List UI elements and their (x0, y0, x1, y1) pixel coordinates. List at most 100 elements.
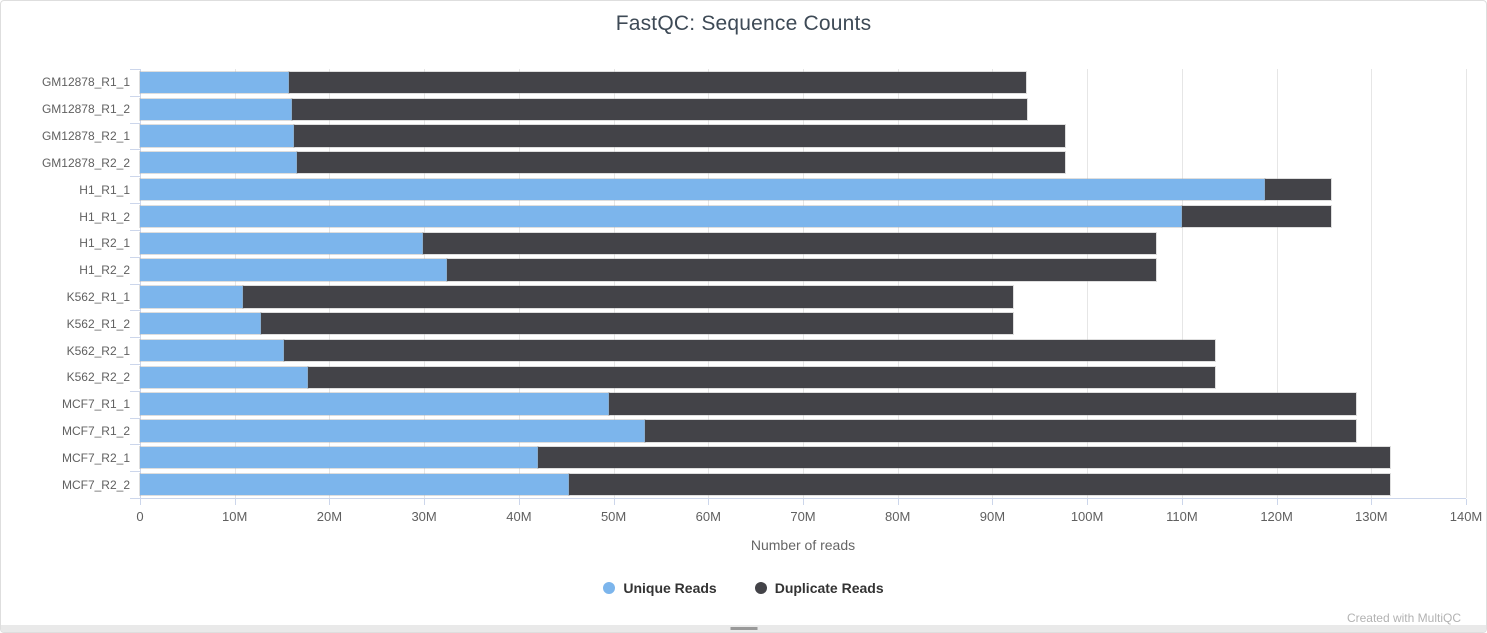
x-tick-label: 100M (1070, 509, 1104, 524)
plot-resize-strip[interactable] (1, 625, 1486, 632)
gridline-140M (1466, 69, 1467, 498)
bar-segment-unique-reads-H1_R1_1[interactable] (140, 178, 1266, 201)
bar-segment-duplicate-reads-H1_R2_1[interactable] (423, 232, 1157, 254)
y-tick-mark (130, 498, 140, 499)
gridline-10M (234, 69, 236, 498)
x-tick-mark (1466, 499, 1467, 505)
bar-segment-duplicate-reads-H1_R1_2[interactable] (1181, 205, 1332, 228)
bar-segment-unique-reads-GM12878_R1_1[interactable] (140, 71, 289, 94)
y-tick-mark (130, 310, 140, 312)
x-tick-label: 130M (1355, 509, 1388, 524)
x-tick-mark (1276, 499, 1278, 505)
bar-segment-unique-reads-GM12878_R1_2[interactable] (140, 98, 292, 120)
bar-segment-unique-reads-MCF7_R1_1[interactable] (140, 393, 609, 415)
y-tick-mark (130, 390, 140, 392)
y-tick-mark (130, 363, 140, 365)
x-tick-mark (1087, 499, 1089, 505)
bar-segment-duplicate-reads-K562_R2_1[interactable] (284, 339, 1215, 362)
bar-segment-duplicate-reads-K562_R1_1[interactable] (243, 286, 1014, 308)
y-category-label: H1_R1_2 (79, 209, 130, 224)
y-category-label: GM12878_R2_2 (41, 155, 130, 170)
bar-segment-duplicate-reads-MCF7_R2_2[interactable] (569, 473, 1391, 496)
y-tick-mark (130, 417, 140, 419)
x-tick-label: 30M (411, 509, 437, 524)
x-tick-mark (329, 499, 331, 505)
gridline-60M (708, 69, 710, 498)
gridline-50M (613, 69, 615, 498)
bar-segment-duplicate-reads-MCF7_R2_1[interactable] (537, 447, 1391, 469)
y-category-label: GM12878_R2_1 (41, 129, 130, 143)
x-tick-label: 40M (506, 509, 532, 524)
x-tick-label: 110M (1166, 509, 1198, 524)
x-tick-label: 10M (222, 509, 248, 524)
x-tick-label: 20M (316, 509, 343, 524)
bar-segment-unique-reads-H1_R2_2[interactable] (140, 259, 447, 281)
bar-segment-duplicate-reads-GM12878_R1_2[interactable] (291, 98, 1027, 120)
chart-title: FastQC: Sequence Counts (615, 12, 872, 35)
y-tick-mark (130, 69, 140, 70)
x-tick-label: 120M (1260, 509, 1293, 524)
bar-segment-unique-reads-MCF7_R2_2[interactable] (140, 473, 570, 496)
bar-segment-unique-reads-K562_R2_2[interactable] (140, 366, 308, 388)
y-tick-mark (130, 256, 140, 258)
x-tick-label: 90M (979, 509, 1006, 524)
x-tick-label: 70M (790, 509, 816, 524)
y-category-label: H1_R1_1 (79, 182, 130, 197)
bar-segment-unique-reads-K562_R2_1[interactable] (140, 339, 284, 362)
legend-item-unique-reads[interactable]: Unique Reads (603, 580, 717, 596)
legend-marker-icon (603, 582, 616, 594)
bar-segment-duplicate-reads-MCF7_R1_2[interactable] (644, 420, 1357, 442)
x-tick-mark (424, 499, 426, 505)
bar-segment-unique-reads-GM12878_R2_2[interactable] (140, 152, 298, 174)
x-tick-label: 140M (1449, 509, 1483, 524)
bar-segment-duplicate-reads-GM12878_R1_1[interactable] (288, 71, 1027, 94)
y-category-label: MCF7_R1_1 (61, 397, 130, 412)
multiqc-credit: Created with MultiQC (1346, 611, 1461, 625)
x-tick-mark (992, 499, 994, 505)
y-category-label: MCF7_R2_2 (61, 477, 130, 492)
legend-marker-icon (754, 582, 767, 594)
gridline-30M (424, 69, 426, 498)
bar-segment-unique-reads-K562_R1_2[interactable] (140, 313, 262, 335)
gridline-100M (1087, 69, 1089, 498)
gridline-20M (329, 69, 331, 498)
x-tick-mark (803, 499, 804, 505)
gridline-90M (992, 69, 994, 498)
y-category-label: MCF7_R2_1 (61, 450, 130, 465)
plot-resize-handle-icon (730, 627, 757, 630)
bar-segment-unique-reads-H1_R2_1[interactable] (140, 232, 424, 254)
legend-label: Unique Reads (623, 580, 717, 596)
y-tick-mark (130, 122, 140, 124)
bar-segment-duplicate-reads-GM12878_R2_2[interactable] (297, 152, 1066, 174)
bar-segment-unique-reads-MCF7_R2_1[interactable] (140, 447, 538, 469)
bar-segment-duplicate-reads-K562_R2_2[interactable] (307, 366, 1215, 388)
gridline-40M (518, 69, 520, 498)
bar-segment-duplicate-reads-GM12878_R2_1[interactable] (294, 125, 1066, 147)
gridline-80M (897, 69, 899, 498)
x-tick-label: 50M (600, 509, 627, 524)
y-tick-mark (130, 471, 140, 473)
y-tick-mark (130, 203, 140, 205)
bar-segment-duplicate-reads-H1_R1_1[interactable] (1265, 178, 1332, 201)
x-tick-mark (518, 499, 520, 505)
bar-segment-unique-reads-H1_R1_2[interactable] (140, 205, 1182, 228)
bar-segment-duplicate-reads-MCF7_R1_1[interactable] (608, 393, 1357, 415)
y-category-label: MCF7_R1_2 (61, 424, 130, 438)
legend-item-duplicate-reads[interactable]: Duplicate Reads (754, 580, 884, 596)
bar-segment-unique-reads-MCF7_R1_2[interactable] (140, 420, 645, 442)
x-tick-mark (234, 499, 236, 505)
x-tick-label: 80M (885, 509, 911, 524)
bar-segment-duplicate-reads-K562_R1_2[interactable] (261, 313, 1014, 335)
y-tick-mark (130, 95, 140, 97)
bar-segment-unique-reads-K562_R1_1[interactable] (140, 286, 244, 308)
gridline-120M (1276, 69, 1278, 498)
x-tick-mark (1181, 499, 1183, 505)
x-tick-label: 60M (695, 509, 721, 524)
bar-segment-duplicate-reads-H1_R2_2[interactable] (446, 259, 1157, 281)
y-category-label: GM12878_R1_1 (41, 75, 130, 90)
x-tick-mark (708, 499, 710, 505)
bar-segment-unique-reads-GM12878_R2_1[interactable] (140, 125, 295, 147)
legend-label: Duplicate Reads (774, 580, 884, 596)
y-category-label: K562_R2_2 (66, 370, 130, 385)
